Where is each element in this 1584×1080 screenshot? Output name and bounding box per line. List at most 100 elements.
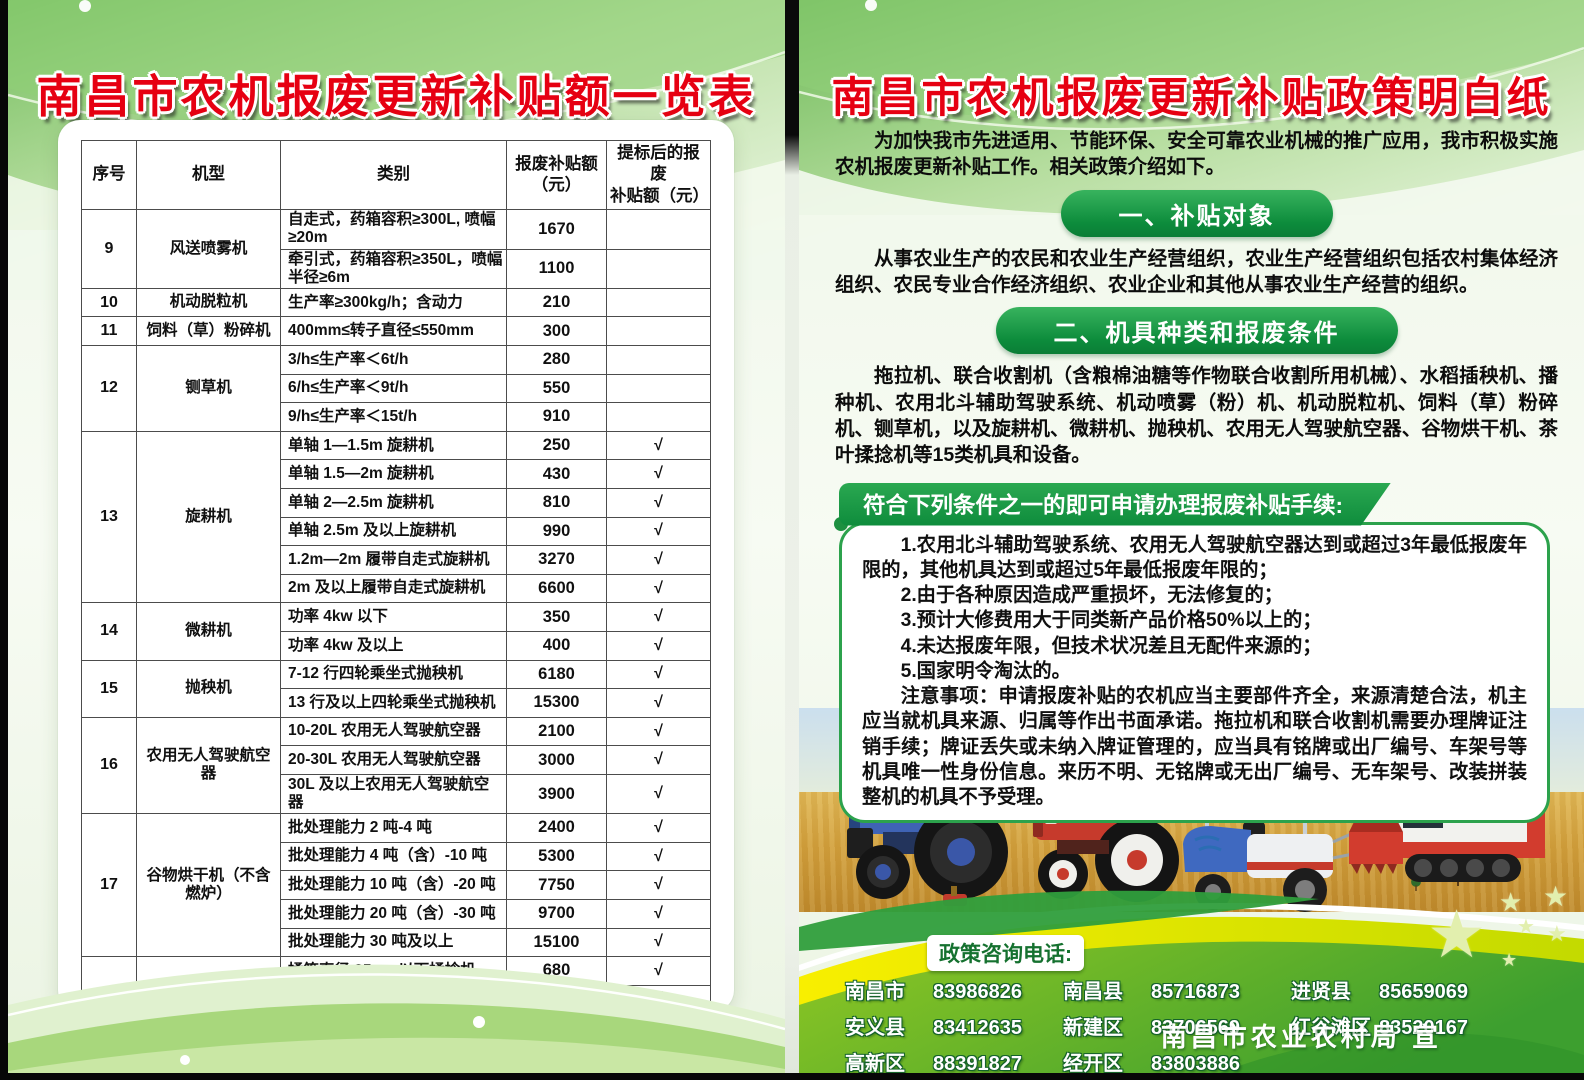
machine-type-cell: 微耕机	[136, 602, 281, 661]
condition-item: 4.未达报废年限，但技术状况差且无配件来源的；	[900, 635, 1322, 657]
category-cell: 单轴 1—1.5m 旋耕机	[280, 430, 507, 461]
region-name: 红谷滩区	[1291, 1017, 1371, 1039]
raised-check-cell: √	[606, 745, 711, 775]
region-name: 南昌市	[845, 981, 905, 1003]
amount-cell: 3900	[506, 773, 607, 815]
amount-cell: 300	[506, 316, 607, 346]
serial-cell: 15	[81, 659, 137, 718]
amount-cell: 15300	[506, 688, 607, 718]
table-row: 16 农用无人驾驶航空器 10-20L 农用无人驾驶航空器 2100 √	[81, 716, 711, 815]
star-icon: ★	[1517, 916, 1535, 938]
raised-check-cell: √	[606, 716, 711, 747]
serial-cell: 10	[81, 287, 137, 318]
amount-cell: 430	[506, 459, 607, 489]
raised-check-cell: √	[606, 487, 711, 518]
page-divider	[785, 0, 799, 1073]
section-1-body: 从事农业生产的农民和农业生产经营组织，农业生产经营组织包括农村集体经济组织、农民…	[835, 247, 1558, 296]
category-cell: 批处理能力 20 吨（含）-30 吨	[280, 898, 507, 929]
table-row: 批处理能力 20 吨（含）-30 吨 9700 √	[82, 898, 711, 929]
star-icon: ★	[1501, 950, 1518, 970]
raised-check-cell	[606, 345, 711, 375]
table-row: 单轴 2.5m 及以上旋耕机 990 √	[82, 516, 711, 547]
table-row: 牵引式，药箱容积≥350L，喷幅半径≥6m 1100	[82, 248, 711, 289]
category-cell: 10-20L 农用无人驾驶航空器	[280, 716, 507, 747]
amount-cell: 2100	[506, 716, 607, 747]
amount-cell: 350	[506, 602, 607, 632]
intro-paragraph: 为加快我市先进适用、节能环保、安全可靠农业机械的推广应用，我市积极实施农机报废更…	[835, 130, 1558, 179]
amount-cell: 910	[506, 402, 607, 432]
raised-check-cell	[606, 209, 711, 250]
category-cell: 3/h≤生产率＜6t/h	[280, 345, 507, 375]
page-title: 南昌市农机报废更新补贴额一览表	[36, 71, 757, 122]
machine-type-cell: 铡草机	[136, 345, 281, 432]
policy-content: 为加快我市先进适用、节能环保、安全可靠农业机械的推广应用，我市积极实施农机报废更…	[834, 128, 1558, 824]
header-row: 序号 机型 类别 报废补贴额 （元） 提标后的报废 补贴额（元）	[81, 139, 711, 211]
raised-check-cell: √	[606, 659, 711, 690]
section-2-pill: 二、机具种类和报废条件	[995, 307, 1398, 355]
conditions-box: 1.农用北斗辅助驾驶系统、农用无人驾驶航空器达到或超过3年最低报废年限的，其他机…	[834, 516, 1550, 824]
serial-cell: 12	[81, 345, 137, 432]
table-row: 30L 及以上农用无人驾驶航空器 3900 √	[82, 773, 711, 815]
amount-cell: 210	[506, 287, 607, 318]
machine-type-cell: 机动脱粒机	[136, 287, 281, 318]
table-row: 14 微耕机 功率 4kw 以下 350 √	[81, 602, 711, 661]
raised-check-cell: √	[606, 688, 711, 718]
section-2-body: 拖拉机、联合收割机（含粮棉油糖等作物联合收割所用机械）、水稻插秧机、播种机、农用…	[835, 365, 1558, 467]
machine-type-cell: 旋耕机	[136, 430, 281, 604]
region-name: 新建区	[1063, 1017, 1123, 1039]
machine-type-cell: 谷物烘干机（不含燃炉）	[136, 813, 281, 958]
amount-cell: 3000	[506, 745, 607, 775]
raised-check-cell	[606, 316, 711, 346]
phone-item: 南昌县 85716873	[1063, 975, 1291, 1004]
condition-item: 1.农用北斗辅助驾驶系统、农用无人驾驶航空器达到或超过3年最低报废年限的，其他机…	[862, 534, 1527, 581]
category-cell: 7-12 行四轮乘坐式抛秧机	[280, 659, 507, 690]
machine-type-cell: 农用无人驾驶航空器	[136, 716, 281, 815]
category-cell: 1.2m—2m 履带自走式旋耕机	[280, 545, 507, 575]
table-row: 批处理能力 30 吨及以上 15100 √	[82, 927, 711, 958]
column-header: 提标后的报废 补贴额（元）	[606, 139, 711, 211]
machine-type-cell: 饲料（草）粉碎机	[136, 316, 281, 346]
category-cell: 牵引式，药箱容积≥350L，喷幅半径≥6m	[280, 248, 507, 289]
table-row: 12 铡草机 3/h≤生产率＜6t/h 280	[81, 345, 711, 432]
column-header: 序号	[81, 139, 137, 211]
phone-number: 83706569	[1151, 1017, 1240, 1039]
column-header: 报废补贴额 （元）	[506, 139, 607, 211]
raised-check-cell: √	[606, 602, 711, 632]
raised-check-cell: √	[606, 459, 711, 489]
category-cell: 功率 4kw 及以上	[280, 630, 507, 661]
table-row: 15 抛秧机 7-12 行四轮乘坐式抛秧机 6180 √	[81, 659, 711, 718]
phone-number: 83986826	[933, 981, 1022, 1003]
category-cell: 生产率≥300kg/h；含动力	[280, 287, 507, 318]
table-row: 17 谷物烘干机（不含燃炉） 批处理能力 2 吨-4 吨 2400 √	[81, 813, 711, 958]
phone-number: 83803886	[1151, 1053, 1240, 1073]
page-title: 南昌市农机报废更新补贴政策明白纸	[831, 74, 1552, 121]
star-icon: ★	[1499, 887, 1523, 917]
phone-item: 高新区 88391827	[845, 1047, 1063, 1073]
bottom-wave-decoration	[8, 964, 785, 1073]
phone-item: 南昌市 83986826	[845, 975, 1063, 1004]
subsidy-table: 序号 机型 类别 报废补贴额 （元） 提标后的报废 补贴额（元） 9 风送喷雾机 自走式，药…	[81, 139, 711, 1072]
serial-cell: 14	[81, 602, 137, 661]
serial-cell: 11	[81, 316, 137, 346]
category-cell: 2m 及以上履带自走式旋耕机	[280, 573, 507, 604]
region-name: 安义县	[845, 1017, 905, 1039]
table-row: 批处理能力 4 吨（含）-10 吨 5300 √	[82, 841, 711, 872]
table-row: 批处理能力 10 吨（含）-20 吨 7750 √	[82, 870, 711, 900]
phone-item: 红谷滩区 83520167	[1291, 1011, 1541, 1040]
category-cell: 400mm≤转子直径≤550mm	[280, 316, 507, 346]
column-header: 类别	[280, 139, 507, 211]
category-cell: 20-30L 农用无人驾驶航空器	[280, 745, 507, 775]
table-row: 13 旋耕机 单轴 1—1.5m 旋耕机 250 √	[81, 430, 711, 604]
table-row: 单轴 2—2.5m 旋耕机 810 √	[82, 487, 711, 518]
serial-cell: 17	[81, 813, 137, 958]
phone-number: 85659069	[1379, 981, 1468, 1003]
table-panel: 序号 机型 类别 报废补贴额 （元） 提标后的报废 补贴额（元） 9 风送喷雾机 自走式，药…	[58, 120, 734, 1072]
condition-item: 3.预计大修费用大于同类新产品价格50%以上的；	[900, 610, 1322, 632]
star-icon: ★	[1427, 897, 1487, 971]
table-row: 11 饲料（草）粉碎机 400mm≤转子直径≤550mm 300	[81, 316, 711, 346]
star-icon: ★	[1547, 921, 1567, 946]
amount-cell: 810	[506, 487, 607, 518]
category-cell: 自走式，药箱容积≥300L, 喷幅≥20m	[280, 209, 507, 250]
region-name: 高新区	[845, 1053, 905, 1073]
